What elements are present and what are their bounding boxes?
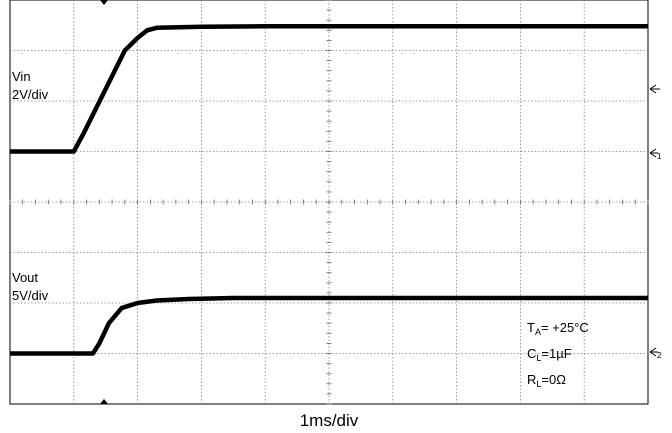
- vout-trace: [10, 295, 648, 356]
- channel-1-ground-marker: 1: [649, 148, 662, 161]
- svg-text:1: 1: [657, 152, 662, 161]
- trigger-marker-top-icon: [100, 0, 108, 5]
- vin-scale-label: 2V/div: [12, 87, 49, 102]
- vout-scale-label: 5V/div: [12, 288, 49, 303]
- condition-capacitance: CL=1µF: [527, 346, 572, 363]
- trigger-marker-bottom-icon: [100, 399, 108, 404]
- condition-temperature: TA= +25°C: [527, 320, 589, 337]
- vin-trace: [10, 24, 648, 154]
- test-conditions: TA= +25°C CL=1µF RL=0Ω: [527, 320, 589, 389]
- svg-text:2: 2: [657, 351, 662, 360]
- traces: [9, 24, 649, 356]
- vout-channel-label: Vout: [12, 270, 38, 285]
- channel-2-ground-marker: 2: [649, 347, 662, 360]
- condition-resistance: RL=0Ω: [527, 372, 566, 389]
- timebase-label: 1ms/div: [300, 411, 359, 430]
- vin-channel-label: Vin: [12, 69, 31, 84]
- center-axis-ticks: [9, 0, 649, 405]
- trigger-level-arrow-icon: [649, 84, 660, 94]
